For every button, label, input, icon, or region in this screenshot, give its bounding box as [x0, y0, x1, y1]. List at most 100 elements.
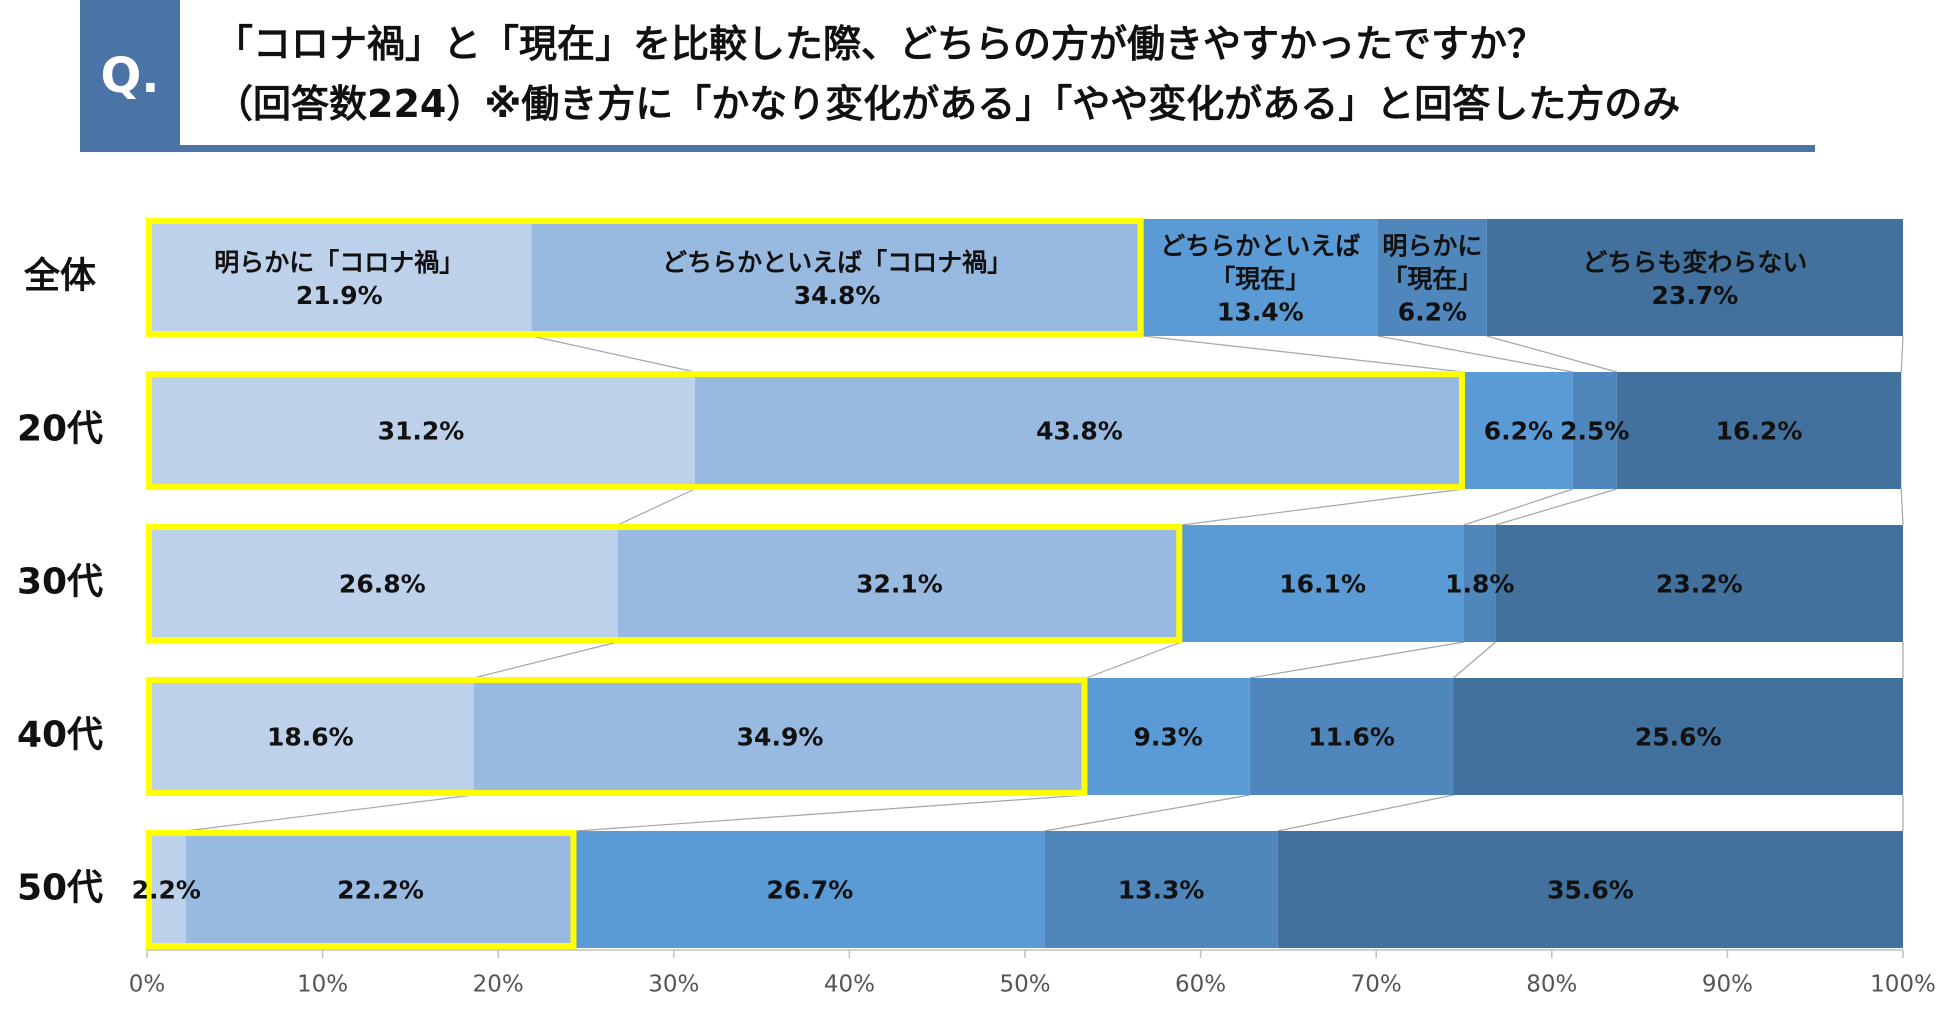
connector-line: [473, 641, 618, 679]
connector-line: [1181, 488, 1465, 526]
highlight-frame: [146, 677, 1088, 796]
connector-line: [1249, 641, 1465, 679]
bar-segment: [147, 219, 532, 336]
data-label: 16.2%: [1716, 417, 1803, 446]
x-tick-label: 70%: [1351, 972, 1402, 998]
data-label: 21.9%: [296, 281, 383, 310]
connector-line: [575, 794, 1087, 832]
bar-segment: [1142, 219, 1378, 336]
page-title: 「コロナ禍」と「現在」を比較した際、どちらの方が働きやすかったですか？ （回答数…: [215, 14, 1680, 134]
data-label: 22.2%: [337, 876, 424, 905]
data-label: 9.3%: [1133, 723, 1202, 752]
bar-segment: [1377, 219, 1487, 336]
bar-segment: [1572, 372, 1617, 489]
data-label: 23.7%: [1652, 281, 1739, 310]
x-tick-label: 20%: [473, 972, 524, 998]
bar-segment: [1086, 678, 1250, 795]
bar-segment: [617, 525, 1182, 642]
bar-segment: [1249, 678, 1454, 795]
data-label: 2.5%: [1560, 417, 1629, 446]
connector-line: [1142, 335, 1465, 373]
x-tick-label: 90%: [1702, 972, 1753, 998]
category-label: 50代: [17, 868, 103, 909]
highlight-frame: [146, 218, 1144, 337]
connector-line: [1900, 488, 1904, 526]
x-tick-label: 40%: [824, 972, 875, 998]
bar-segment: [147, 372, 695, 489]
data-label: 26.8%: [339, 570, 426, 599]
data-label: 6.2%: [1484, 417, 1553, 446]
title-underline: [80, 145, 1815, 152]
series-label: どちらも変わらない: [1582, 248, 1807, 277]
question-badge: Q.: [80, 0, 180, 152]
data-label: 34.9%: [737, 723, 824, 752]
highlight-frame: [146, 830, 577, 949]
data-label: 18.6%: [267, 723, 354, 752]
highlight-frame: [146, 524, 1183, 643]
bar-segment: [1495, 525, 1903, 642]
bar-segment: [147, 678, 474, 795]
x-tick-label: 100%: [1870, 972, 1936, 998]
connector-line: [1086, 641, 1182, 679]
data-label: 35.6%: [1547, 876, 1634, 905]
data-label: 6.2%: [1398, 298, 1467, 327]
connector-line: [1900, 335, 1904, 373]
category-label: 30代: [17, 562, 103, 603]
question-mark: Q.: [100, 48, 160, 104]
connector-line: [1453, 641, 1496, 679]
bar-segment: [531, 219, 1143, 336]
x-tick-label: 0%: [129, 972, 166, 998]
x-tick-label: 10%: [297, 972, 348, 998]
data-label: 1.8%: [1445, 570, 1514, 599]
title-line-1: 「コロナ禍」と「現在」を比較した際、どちらの方が働きやすかったですか？: [215, 22, 1546, 66]
bar-segment: [694, 372, 1464, 489]
highlight-frame: [146, 371, 1465, 490]
data-label: 31.2%: [378, 417, 465, 446]
bar-segment: [1464, 525, 1496, 642]
connector-line: [1277, 794, 1454, 832]
series-label: どちらかといえば「コロナ禍」: [662, 248, 1012, 277]
bar-segment: [1616, 372, 1902, 489]
data-label: 23.2%: [1656, 570, 1743, 599]
connector-line: [1463, 488, 1574, 526]
bar-segment: [185, 831, 576, 948]
bar-segment: [1464, 372, 1573, 489]
data-label: 25.6%: [1635, 723, 1722, 752]
bar-segment: [1181, 525, 1464, 642]
category-label: 40代: [17, 715, 103, 756]
category-label: 20代: [17, 409, 103, 450]
series-label: 「現在」: [1382, 265, 1482, 294]
bar-segment: [1486, 219, 1903, 336]
connector-line: [1044, 794, 1250, 832]
x-tick-label: 80%: [1526, 972, 1577, 998]
connector-line: [185, 794, 474, 832]
bar-segment: [1044, 831, 1278, 948]
series-label: どちらかといえば: [1160, 232, 1360, 261]
data-label: 2.2%: [132, 876, 201, 905]
bar-segment: [147, 525, 618, 642]
title-line-2: （回答数224）※働き方に「かなり変化がある」「やや変化がある」と回答した方のみ: [215, 82, 1681, 126]
x-tick-label: 60%: [1175, 972, 1226, 998]
data-label: 16.1%: [1279, 570, 1366, 599]
data-label: 13.3%: [1118, 876, 1205, 905]
category-label: 全体: [23, 255, 96, 297]
bar-segment: [1277, 831, 1903, 948]
x-tick-label: 30%: [648, 972, 699, 998]
connector-line: [1377, 335, 1573, 373]
data-label: 34.8%: [794, 281, 881, 310]
connector-line: [1495, 488, 1617, 526]
data-label: 43.8%: [1036, 417, 1123, 446]
bar-segment: [473, 678, 1087, 795]
connector-line: [1486, 335, 1617, 373]
bar-segment: [575, 831, 1045, 948]
data-label: 11.6%: [1308, 723, 1395, 752]
data-label: 26.7%: [767, 876, 854, 905]
bar-segment: [147, 831, 186, 948]
x-tick-label: 50%: [999, 972, 1050, 998]
series-label: 明らかに: [1382, 232, 1482, 261]
data-label: 32.1%: [856, 570, 943, 599]
series-label: 明らかに「コロナ禍」: [214, 248, 464, 277]
bar-segment: [1453, 678, 1903, 795]
data-label: 13.4%: [1217, 298, 1304, 327]
